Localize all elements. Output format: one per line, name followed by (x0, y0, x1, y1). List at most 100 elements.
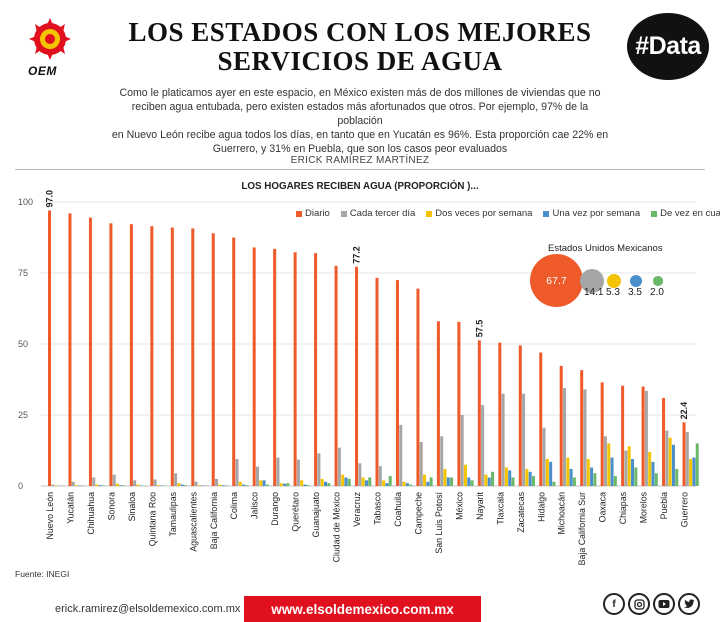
bar-dos-veces-por-semana (279, 483, 283, 486)
bar-de-vez-en-cuando (306, 485, 310, 486)
legend-item: De vez en cuando (651, 208, 720, 219)
bar-una-vez-por-semana (364, 480, 368, 486)
bar-dos-veces-por-semana (238, 481, 242, 486)
bar-diario (48, 210, 51, 486)
y-tick-label: 0 (18, 481, 23, 491)
bar-dos-veces-por-semana (627, 446, 631, 486)
bar-de-vez-en-cuando (470, 480, 474, 486)
divider (15, 169, 705, 170)
y-tick-label: 50 (18, 339, 28, 349)
bar-cada-tercer-día (542, 427, 546, 486)
legend-swatch (296, 210, 302, 217)
bar-una-vez-por-semana (651, 461, 655, 486)
bar-una-vez-por-semana (549, 461, 553, 486)
bar-dos-veces-por-semana (648, 451, 652, 486)
bar-una-vez-por-semana (323, 481, 327, 486)
bar-dos-veces-por-semana (484, 474, 488, 486)
bar-de-vez-en-cuando (450, 477, 454, 486)
bar-una-vez-por-semana (119, 485, 123, 486)
legend-item: Cada tercer día (340, 208, 416, 219)
author-email[interactable]: erick.ramirez@elsoldemexico.com.mx (55, 603, 241, 615)
bar-dos-veces-por-semana (136, 484, 140, 486)
x-tick-label: Zacatecas (516, 491, 526, 532)
x-tick-label: Chihuahua (86, 492, 96, 535)
bar-una-vez-por-semana (631, 459, 635, 486)
bar-diario (436, 321, 440, 486)
legend-swatch (340, 210, 347, 217)
bar-de-vez-en-cuando (491, 471, 495, 486)
bar-diario (682, 422, 686, 486)
national-diario-bubble: 67.7 (530, 254, 583, 307)
national-bubble (579, 268, 605, 294)
data-label: 22.4 (679, 402, 689, 420)
bar-diario (211, 233, 215, 486)
bar-una-vez-por-semana (446, 477, 450, 486)
twitter-icon[interactable] (678, 593, 700, 615)
bar-cada-tercer-día (501, 393, 505, 486)
bar-de-vez-en-cuando (409, 484, 413, 486)
x-tick-label: Quintana Roo (147, 492, 157, 546)
bar-dos-veces-por-semana (320, 478, 324, 486)
bar-diario (518, 345, 522, 486)
oem-logo: OEM (22, 16, 78, 78)
legend-label: Diario (305, 208, 330, 219)
bar-una-vez-por-semana (467, 477, 471, 486)
source-note: Fuente: INEGI (15, 569, 70, 579)
bar-de-vez-en-cuando (654, 473, 658, 486)
bar-diario (191, 228, 195, 487)
instagram-icon[interactable] (628, 593, 650, 615)
legend-item: Dos veces por semana (426, 208, 532, 219)
bar-diario (170, 227, 174, 486)
x-tick-label: Nayarit (475, 491, 485, 519)
bar-cada-tercer-día (112, 474, 116, 486)
bar-cada-tercer-día (296, 459, 300, 486)
x-tick-label: Hidalgo (536, 492, 546, 522)
x-tick-label: Oaxaca (598, 492, 608, 522)
legend-item: Una vez por semana (543, 208, 640, 219)
bar-cada-tercer-día (624, 450, 628, 486)
bar-cada-tercer-día (481, 405, 485, 486)
bar-diario (68, 213, 72, 487)
bar-cada-tercer-día (685, 432, 689, 486)
legend-label: Cada tercer día (349, 208, 416, 219)
bar-chart: 0 25 50 75 100 Nuevo León Yucatán Chihuahua Sono… (18, 190, 699, 565)
youtube-icon[interactable] (653, 593, 675, 615)
website-link[interactable]: www.elsoldemexico.com.mx (244, 596, 481, 622)
x-tick-label: Veracruz (352, 492, 362, 527)
bar-diario (273, 248, 277, 486)
y-tick-label: 100 (18, 197, 33, 207)
bar-una-vez-por-semana (221, 485, 225, 486)
bar-dos-veces-por-semana (525, 468, 529, 486)
bar-diario (416, 288, 420, 486)
chart-legend: Diario Cada tercer día Dos veces por seman… (296, 208, 720, 219)
bar-una-vez-por-semana (569, 468, 573, 486)
bar-cada-tercer-día (644, 390, 648, 486)
bar-de-vez-en-cuando (429, 477, 433, 486)
bar-dos-veces-por-semana (95, 484, 99, 486)
intro-line-3: en Nuevo León recibe agua todos los días… (111, 129, 609, 141)
bar-dos-veces-por-semana (382, 480, 386, 486)
bar-diario (498, 342, 502, 486)
bar-una-vez-por-semana (692, 457, 696, 486)
x-tick-label: Sinaloa (127, 492, 137, 521)
bar-dos-veces-por-semana (586, 459, 590, 486)
bar-diario (559, 365, 563, 486)
bar-diario (150, 226, 154, 486)
bar-diario (252, 247, 256, 486)
page-title: LOS ESTADOS CON LOS MEJORES SERVICIOS DE… (120, 18, 600, 76)
bar-diario (457, 321, 461, 486)
legend-swatch (651, 210, 658, 217)
facebook-icon[interactable]: f (603, 593, 625, 615)
national-bubble (629, 274, 643, 288)
bar-diario (293, 252, 297, 486)
x-tick-label: Baja California (209, 492, 219, 549)
data-label: 97.0 (45, 190, 55, 208)
national-diario-value: 67.7 (546, 274, 567, 287)
bar-cada-tercer-día (583, 389, 587, 486)
bar-de-vez-en-cuando (572, 477, 576, 486)
national-bubble (606, 273, 622, 289)
bar-cada-tercer-día (92, 477, 96, 486)
bar-cada-tercer-día (337, 447, 341, 486)
bar-dos-veces-por-semana (443, 468, 447, 486)
bar-de-vez-en-cuando (552, 481, 556, 486)
